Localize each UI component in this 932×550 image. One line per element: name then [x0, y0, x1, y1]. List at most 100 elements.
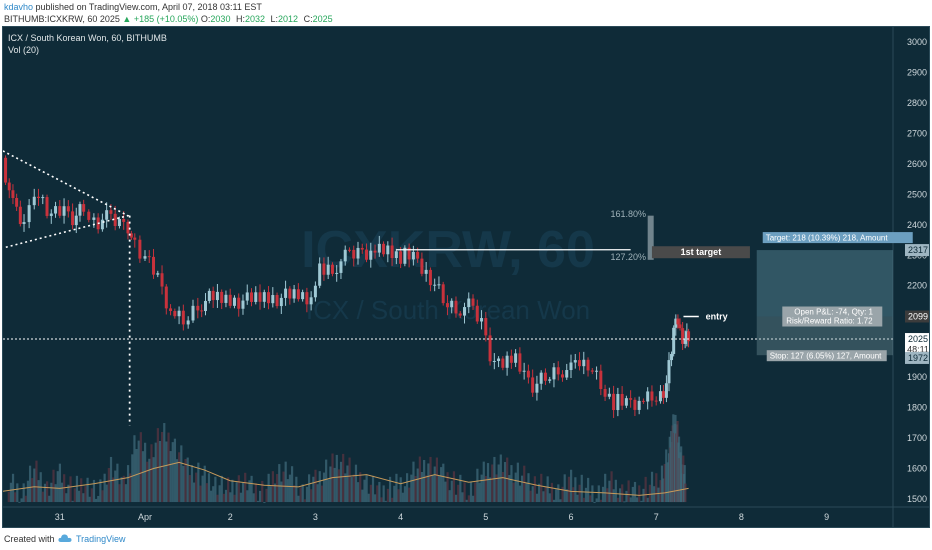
bullish-candle [41, 197, 45, 199]
volume-bar [105, 484, 108, 503]
bearish-candle [347, 249, 351, 251]
volume-bar [565, 489, 568, 503]
last-price: 2025 [99, 14, 120, 24]
volume-bar [610, 471, 613, 503]
volume-bar [457, 484, 460, 503]
bearish-candle [620, 393, 624, 406]
volume-bar [346, 465, 349, 503]
bullish-candle [497, 358, 501, 361]
bullish-candle [463, 307, 466, 316]
volume-bar [382, 485, 385, 503]
volume-bar [244, 472, 247, 503]
volume-bar [180, 445, 183, 503]
bullish-candle [624, 398, 628, 406]
volume-bar [506, 457, 509, 503]
volume-bar [131, 454, 134, 503]
volume-bar [529, 490, 532, 503]
bearish-candle [518, 353, 522, 372]
bullish-candle [424, 269, 428, 274]
bullish-candle [292, 289, 296, 299]
bearish-candle [654, 400, 658, 402]
symmetrical-triangle [3, 150, 131, 249]
volume-bar [52, 469, 55, 503]
volume-bar [393, 485, 396, 503]
volume-bar [452, 471, 456, 503]
bullish-candle [49, 213, 53, 216]
bullish-candle [403, 247, 407, 264]
chart-frame[interactable]: ICXKRW, 60 ICX / South Korean Won ICX / So… [2, 26, 930, 528]
volume-bar [280, 481, 283, 503]
volume-bar [288, 474, 292, 503]
volume-bar [608, 480, 611, 503]
volume-bar [446, 472, 449, 503]
bearish-candle [147, 256, 151, 258]
bullish-candle [343, 249, 347, 262]
bearish-candle [365, 249, 369, 260]
volume-bar [31, 478, 34, 503]
volume-bar [476, 468, 479, 503]
volume-bar [365, 475, 368, 503]
high-value: 2032 [244, 14, 265, 24]
author-link[interactable]: kdavho [4, 2, 34, 12]
volume-bar [182, 465, 185, 503]
bullish-candle [186, 320, 190, 325]
volume-bar [469, 481, 473, 503]
volume-bar [638, 485, 641, 503]
bearish-candle [11, 190, 15, 198]
bullish-candle [607, 393, 611, 397]
volume-bar [546, 476, 549, 503]
bearish-candle [220, 291, 224, 303]
volume-bar [484, 476, 487, 503]
price-label-box [905, 351, 929, 364]
volume-bar [199, 485, 202, 503]
bullish-candle [683, 338, 687, 344]
bullish-candle [271, 295, 275, 304]
volume-bar [548, 493, 551, 503]
volume-bar [463, 482, 466, 503]
volume-bar [133, 435, 136, 503]
volume-bar [218, 485, 221, 503]
volume-bar [73, 488, 76, 503]
volume-bar [129, 473, 132, 503]
open-label: O: [200, 14, 211, 24]
price-label-box [905, 244, 929, 257]
time-tick-label: 2 [228, 512, 233, 522]
bullish-candle [437, 284, 441, 286]
volume-bar [516, 462, 519, 503]
bearish-candle [109, 210, 113, 214]
volume-bar [69, 476, 72, 503]
volume-bar [474, 482, 477, 503]
volume-bar [122, 475, 125, 503]
bullish-candle [232, 297, 236, 306]
target-info-box [762, 232, 913, 244]
price-tick-label: 2400 [907, 220, 927, 230]
volume-bar [248, 480, 251, 503]
volume-bar [152, 457, 155, 503]
volume-bar [587, 477, 590, 503]
open-pnl-text: Open P&L: -74, Qty: 1 [794, 308, 873, 317]
volume-bar [139, 432, 142, 503]
volume-bar [503, 462, 507, 503]
volume-bar [54, 484, 57, 503]
bearish-candle [661, 391, 665, 398]
close-label: C: [303, 14, 313, 24]
bullish-candle [565, 370, 569, 378]
bearish-candle [407, 247, 411, 260]
bearish-candle [578, 360, 582, 367]
volume-bar [584, 487, 588, 503]
volume-bar [335, 454, 338, 503]
volume-bar [337, 469, 341, 503]
volume-bar [325, 459, 328, 503]
volume-bar [570, 469, 573, 503]
tradingview-brand[interactable]: TradingView [76, 534, 126, 544]
bullish-candle [191, 305, 195, 321]
volume-bar [627, 480, 630, 503]
bearish-candle [603, 389, 607, 397]
volume-bar [518, 485, 522, 503]
volume-bar [644, 476, 647, 503]
bearish-candle [71, 211, 75, 226]
bullish-candle [685, 331, 689, 339]
volume-bar [267, 473, 270, 503]
volume-bar [278, 464, 281, 503]
